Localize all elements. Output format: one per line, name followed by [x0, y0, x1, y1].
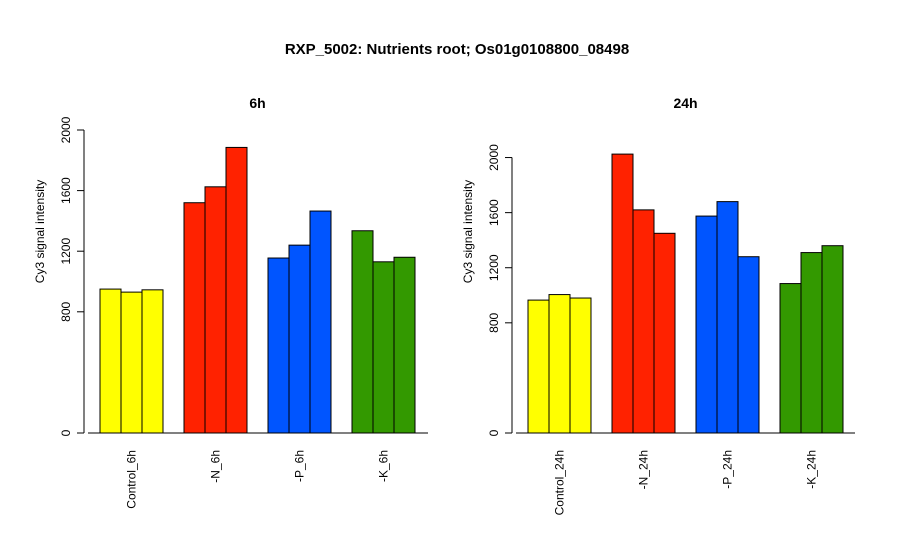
x-tick-label: -N_24h [637, 450, 651, 489]
x-tick-label: -K_24h [805, 450, 819, 489]
y-tick-label: 1200 [59, 238, 73, 265]
chart-panel-0: 6h Control_6h -N_6h -P_6h -K_6h 0 800 1200 1600 2… [33, 95, 428, 509]
y-axis-label: Cy3 signal intensity [33, 180, 47, 283]
bar [288, 244, 311, 434]
bar [695, 215, 718, 434]
bar [99, 288, 122, 434]
bar [225, 146, 248, 434]
bar [351, 230, 374, 434]
bar [821, 245, 844, 434]
x-tick-label: Control_6h [125, 450, 139, 509]
bar [267, 257, 290, 434]
y-tick-label: 2000 [59, 116, 73, 143]
bar [183, 202, 206, 434]
bar [569, 297, 592, 434]
bar [204, 186, 227, 434]
x-tick-label: -K_6h [377, 450, 391, 482]
bar [548, 294, 571, 434]
y-tick-label: 800 [59, 301, 73, 321]
panel-title: 6h [249, 95, 265, 111]
bar [737, 256, 760, 434]
y-tick-label: 2000 [487, 144, 501, 171]
bar [653, 232, 676, 434]
bar [611, 153, 634, 434]
y-tick-label: 1600 [59, 177, 73, 204]
bar [716, 201, 739, 434]
x-tick-label: -P_6h [293, 450, 307, 482]
chart-panel-1: 24h Control_24h -N_24h -P_24h -K_24h 0 800 1200… [461, 95, 855, 515]
x-tick-label: -N_6h [209, 450, 223, 483]
bar [141, 289, 164, 434]
y-axis-label: Cy3 signal intensity [461, 180, 475, 283]
x-tick-label: Control_24h [553, 450, 567, 515]
panel-title: 24h [673, 95, 697, 111]
bar [800, 252, 823, 434]
y-tick-label: 1600 [487, 199, 501, 226]
y-tick-label: 1200 [487, 254, 501, 281]
bar [309, 210, 332, 434]
bar [120, 291, 143, 434]
y-tick-label: 800 [487, 312, 501, 332]
y-tick-label: 0 [59, 429, 73, 436]
bar [393, 256, 416, 434]
x-tick-label: -P_24h [721, 450, 735, 489]
bar [372, 261, 395, 434]
y-tick-label: 0 [487, 429, 501, 436]
bar [632, 209, 655, 434]
bar [527, 299, 550, 434]
bar [779, 283, 802, 434]
chart-main-title: RXP_5002: Nutrients root; Os01g0108800_0… [285, 41, 629, 58]
